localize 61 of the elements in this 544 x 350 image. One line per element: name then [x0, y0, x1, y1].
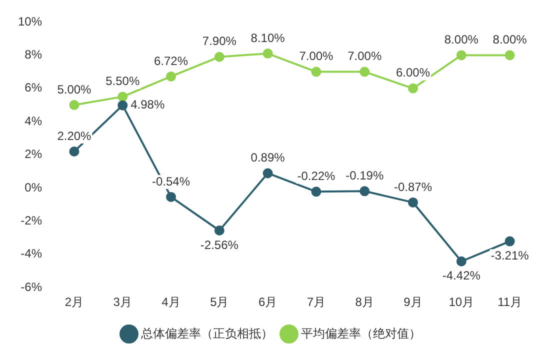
data-label: 2.20%	[57, 128, 92, 143]
point	[504, 236, 515, 246]
x-tick-label: 7月	[306, 295, 326, 310]
y-tick-label: 0%	[24, 180, 42, 194]
y-tick-label: 8%	[24, 48, 42, 62]
y-tick-label: 10%	[18, 14, 42, 28]
x-tick-label: 11月	[498, 295, 522, 310]
point	[166, 71, 176, 82]
x-tick-label: 2月	[64, 295, 84, 310]
data-label: 6.00%	[396, 66, 430, 80]
data-label: 8.10%	[250, 30, 286, 45]
data-label: -0.19%	[346, 168, 384, 182]
data-label: -3.21%	[490, 248, 530, 263]
point	[408, 83, 418, 94]
data-label: -0.87%	[394, 180, 432, 194]
point	[262, 168, 273, 178]
data-label: -0.54%	[152, 174, 190, 188]
y-tick-label: 4%	[24, 114, 42, 128]
data-label: 8.00%	[492, 32, 528, 47]
y-tick-label: 6%	[24, 80, 42, 95]
x-tick-label: 6月	[258, 295, 278, 310]
point	[408, 197, 418, 208]
point	[311, 186, 322, 197]
point	[456, 256, 466, 266]
legend-label: 平均偏差率（绝对值）	[301, 326, 421, 340]
x-tick-label: 9月	[404, 295, 422, 310]
data-label: 7.90%	[202, 34, 237, 48]
x-tick-label: 4月	[162, 295, 180, 310]
x-tick-label: 10月	[448, 295, 474, 310]
point	[69, 146, 80, 156]
point	[214, 225, 224, 236]
y-tick-label: 2%	[24, 147, 42, 162]
x-tick-label: 5月	[210, 295, 229, 310]
point	[214, 52, 224, 62]
data-label: -2.56%	[200, 238, 239, 252]
point	[69, 100, 80, 110]
data-label: 7.00%	[299, 49, 334, 64]
point	[311, 66, 322, 77]
y-tick-label: -2%	[20, 214, 42, 228]
x-tick-label: 8月	[355, 295, 374, 310]
point	[118, 100, 128, 110]
data-label: 7.00%	[348, 49, 382, 64]
data-label: 5.50%	[106, 74, 140, 88]
data-label: 0.89%	[250, 150, 286, 165]
data-label: -4.42%	[442, 268, 481, 283]
y-tick-label: -6%	[20, 280, 42, 294]
x-tick-label: 3月	[113, 295, 132, 310]
point	[118, 92, 128, 102]
point	[166, 192, 176, 202]
legend-label: 总体偏差率（正负相抵）	[140, 326, 273, 340]
point	[360, 186, 370, 196]
data-label: 8.00%	[444, 32, 479, 47]
data-label: 5.00%	[57, 82, 92, 96]
point	[262, 48, 273, 59]
point	[456, 50, 466, 60]
point	[504, 50, 515, 60]
point	[360, 66, 370, 77]
y-tick-label: -4%	[20, 246, 42, 261]
data-label: 6.72%	[154, 54, 188, 68]
data-label: -0.22%	[297, 168, 336, 183]
data-label: 4.98%	[130, 98, 165, 112]
